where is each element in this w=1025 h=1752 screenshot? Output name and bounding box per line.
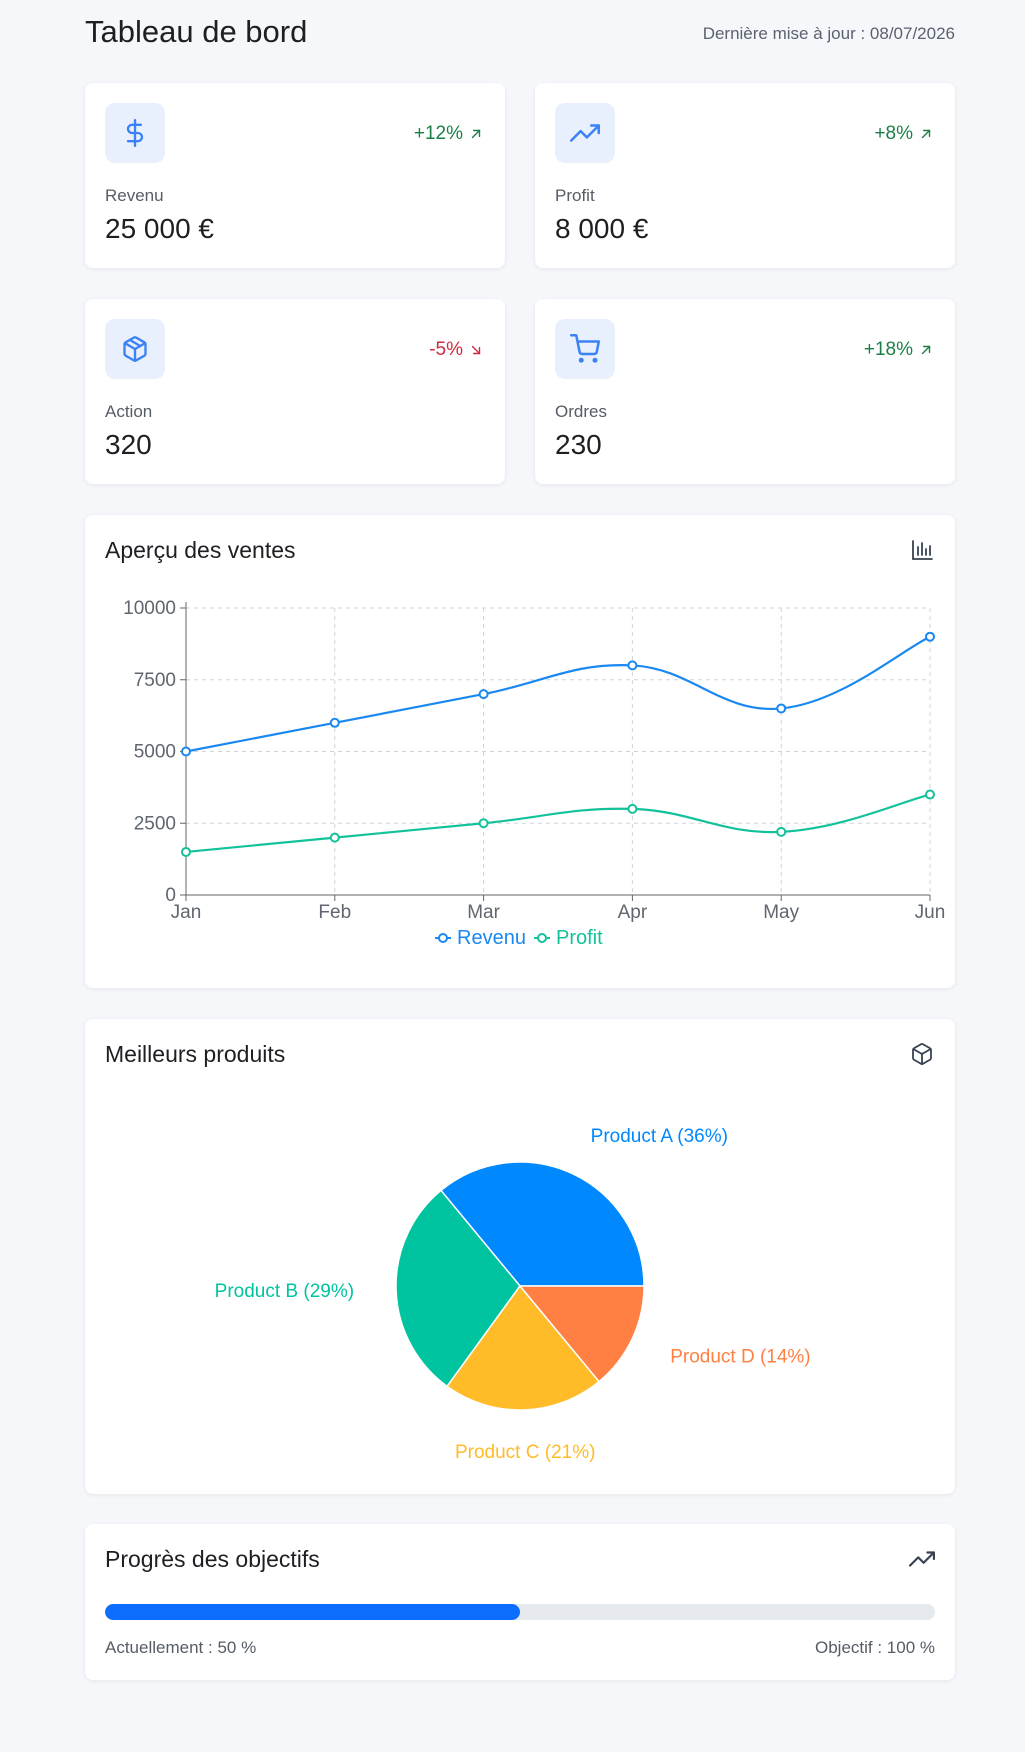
- bar-chart-icon[interactable]: [909, 537, 935, 563]
- data-point-revenu: [627, 660, 638, 671]
- stat-label: Profit: [555, 186, 595, 205]
- data-point-revenu: [478, 689, 489, 700]
- data-point-revenu: [181, 746, 191, 757]
- sales-line-chart: 0 2500 5000 7500 10000 Jan Feb Mar Apr May Jun Reve…: [123, 598, 946, 949]
- pie-label-product-b: Product B (29%): [215, 1281, 354, 1302]
- x-tick-label: May: [763, 902, 799, 923]
- trending-up-icon: [555, 103, 615, 163]
- legend-label: Profit: [556, 927, 603, 949]
- pie-label-product-c: Product C (21%): [455, 1442, 595, 1463]
- data-point-profit: [329, 832, 340, 843]
- x-tick-label: Mar: [467, 902, 500, 923]
- data-point-profit: [776, 826, 787, 837]
- stat-card-revenue: +12% Revenu 25 000 €: [85, 83, 505, 268]
- stat-label: Ordres: [555, 402, 607, 421]
- change-value: +18%: [863, 339, 913, 360]
- cart-icon: [555, 319, 615, 379]
- legend-marker: [438, 933, 448, 943]
- series-line-revenu: [185, 635, 931, 753]
- stat-card-stock: -5% Action 320: [85, 299, 505, 484]
- stat-card-profit: +8% Profit 8 000 €: [535, 83, 955, 268]
- legend-item-profit: Profit: [534, 927, 603, 949]
- data-point-revenu: [776, 703, 787, 714]
- pie-slice-product-a: [439, 1161, 645, 1287]
- last-updated: Dernière mise à jour : 08/07/2026: [702, 24, 955, 43]
- change-badge: +8%: [874, 123, 933, 145]
- data-point-profit: [181, 846, 191, 857]
- change-value: +8%: [874, 123, 913, 144]
- header: Tableau de bord Dernière mise à jour : 0…: [85, 0, 955, 70]
- change-badge: -5%: [429, 339, 483, 361]
- y-tick-label: 5000: [134, 742, 176, 763]
- top-products-pie-chart: Product A (36%) Product B (29%) Product C …: [215, 1126, 811, 1463]
- data-point-revenu: [925, 631, 935, 642]
- arrow-up-right-icon: [471, 129, 481, 139]
- goal-progress-fill: [105, 1604, 520, 1620]
- legend-label: Revenu: [457, 927, 526, 949]
- pie-slice-product-c: [446, 1284, 601, 1411]
- x-tick-label: Apr: [618, 902, 648, 923]
- y-tick-label: 0: [165, 885, 176, 906]
- arrow-up-right-icon: [921, 345, 931, 355]
- x-tick-label: Jan: [171, 902, 202, 923]
- pie-slice-product-d: [518, 1285, 645, 1383]
- legend-item-revenu: Revenu: [435, 927, 526, 949]
- page-title: Tableau de bord: [85, 14, 308, 49]
- pie-slice-product-b: [395, 1189, 521, 1388]
- current-progress-label: Actuellement : 50 %: [105, 1638, 257, 1657]
- trending-up-icon[interactable]: [909, 1546, 935, 1572]
- dollar-icon: [105, 103, 165, 163]
- stat-value: 230: [555, 429, 602, 460]
- stat-card-orders: +18% Ordres 230: [535, 299, 955, 484]
- data-point-profit: [478, 818, 489, 829]
- top-products-card: Meilleurs produits Product A (36%) Produc…: [85, 1019, 955, 1494]
- stat-value: 320: [105, 429, 152, 460]
- goal-progress-title: Progrès des objectifs: [105, 1546, 320, 1572]
- stat-value: 25 000 €: [105, 213, 214, 244]
- y-tick-label: 7500: [134, 670, 176, 691]
- data-point-profit: [627, 803, 638, 814]
- pie-label-product-a: Product A (36%): [591, 1126, 728, 1147]
- stat-label: Action: [105, 402, 153, 421]
- goal-progress-bar: [105, 1604, 935, 1620]
- change-badge: +18%: [864, 339, 933, 361]
- arrow-up-right-icon: [921, 129, 931, 139]
- legend-marker: [537, 933, 547, 943]
- x-tick-label: Feb: [318, 902, 351, 923]
- y-tick-label: 10000: [123, 598, 176, 619]
- stat-value: 8 000 €: [555, 213, 649, 244]
- pie-label-product-d: Product D (14%): [670, 1347, 810, 1368]
- change-badge: +12%: [414, 123, 483, 145]
- series-line-profit: [185, 793, 931, 854]
- box-icon: [105, 319, 165, 379]
- goal-progress-card: Progrès des objectifs Actuellement : 50 …: [85, 1524, 955, 1680]
- change-value: -5%: [429, 339, 463, 360]
- stat-label: Revenu: [105, 186, 164, 205]
- target-progress-label: Objectif : 100 %: [814, 1638, 935, 1657]
- y-tick-label: 2500: [134, 813, 176, 834]
- sales-overview-card: Aperçu des ventes 0 2500 5000 7500 10000 Jan F…: [85, 515, 955, 988]
- x-tick-label: Jun: [915, 902, 946, 923]
- data-point-revenu: [329, 717, 340, 728]
- change-value: +12%: [413, 123, 463, 144]
- top-products-title: Meilleurs produits: [105, 1041, 286, 1067]
- sales-overview-title: Aperçu des ventes: [105, 537, 296, 563]
- arrow-down-right-icon: [471, 345, 481, 355]
- box-icon[interactable]: [909, 1041, 935, 1067]
- data-point-profit: [925, 789, 935, 800]
